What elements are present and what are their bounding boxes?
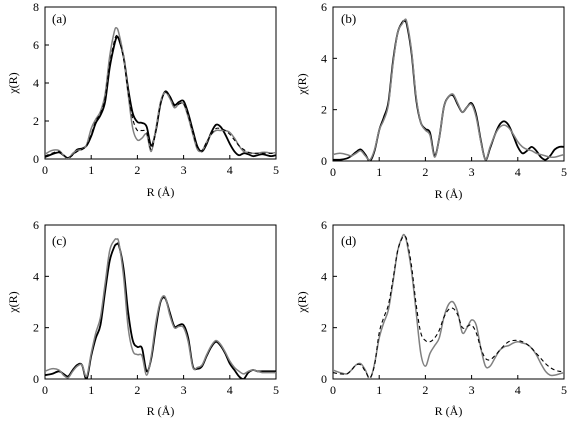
x-tick-label-b: 1 [376, 165, 382, 179]
y-tick-label-b: 0 [321, 154, 327, 168]
plot-area-c: 0 1 2 3 4 5 0 2 4 6 [33, 218, 279, 397]
y-axis-title-a: χ(R) [6, 72, 20, 94]
series-line-black-solid-a [45, 35, 276, 159]
y-tick-label-b: 6 [321, 0, 327, 14]
panel-d: 0 1 2 3 4 5 0 2 4 6 (d) R (Å) χ(R) [295, 218, 567, 418]
panel-b: 0 1 2 3 4 5 0 2 4 6 (b) R (Å) χ(R) [295, 0, 567, 201]
y-axis-title-c: χ(R) [6, 291, 20, 313]
x-axis-title-d: R (Å) [435, 404, 463, 418]
x-tick-label-a: 4 [227, 163, 233, 177]
x-tick-label-b: 4 [515, 165, 521, 179]
y-tick-label-b: 4 [321, 51, 327, 65]
panel-a: 0 1 2 3 4 5 0 2 4 6 8 (a) R (Å) χ(R) [6, 0, 279, 199]
plot-area-d: 0 1 2 3 4 5 0 2 4 6 [321, 218, 567, 397]
panel-label-c: (c) [52, 233, 66, 248]
y-tick-label-a: 4 [33, 76, 39, 90]
plot-frame-b [332, 6, 565, 162]
x-tick-label-d: 5 [561, 383, 567, 397]
y-tick-label-a: 0 [33, 152, 39, 166]
panel-label-d: (d) [341, 233, 356, 248]
series-line-gray-solid-a [45, 26, 276, 159]
y-axis-title-d: χ(R) [295, 291, 309, 313]
plot-frame-a [44, 6, 277, 160]
plot-area-b: 0 1 2 3 4 5 0 2 4 6 [321, 0, 567, 179]
y-tick-label-d: 6 [321, 218, 327, 232]
x-axis-title-a: R (Å) [147, 185, 175, 199]
x-tick-label-c: 0 [42, 383, 48, 397]
y-tick-label-a: 2 [33, 114, 39, 128]
series-line-gray-solid-c [45, 238, 276, 379]
series-line-gray-solid-b [333, 18, 564, 161]
x-tick-label-a: 2 [134, 163, 140, 177]
series-line-black-dashed-a [45, 34, 276, 159]
x-tick-label-c: 5 [273, 383, 279, 397]
series-line-black-dashed-d [333, 235, 564, 379]
series-line-black-solid-b [333, 19, 564, 161]
y-tick-label-d: 4 [321, 269, 327, 283]
x-tick-label-d: 4 [515, 383, 521, 397]
x-tick-label-c: 2 [134, 383, 140, 397]
x-tick-label-c: 4 [227, 383, 233, 397]
x-tick-label-c: 3 [181, 383, 187, 397]
series-line-black-solid-c [45, 242, 276, 379]
y-tick-label-d: 0 [321, 372, 327, 386]
x-tick-label-a: 3 [181, 163, 187, 177]
x-tick-label-d: 1 [376, 383, 382, 397]
y-tick-label-c: 6 [33, 218, 39, 232]
y-tick-label-d: 2 [321, 321, 327, 335]
panel-label-b: (b) [341, 11, 356, 26]
panel-c: 0 1 2 3 4 5 0 2 4 6 (c) R (Å) χ(R) [6, 218, 279, 418]
y-axis-title-b: χ(R) [295, 73, 309, 95]
x-tick-label-c: 1 [88, 383, 94, 397]
plot-frame-d [332, 224, 565, 380]
x-tick-label-b: 2 [422, 165, 428, 179]
x-axis-title-c: R (Å) [147, 404, 175, 418]
x-tick-label-b: 0 [330, 165, 336, 179]
x-tick-label-a: 1 [88, 163, 94, 177]
x-tick-label-d: 0 [330, 383, 336, 397]
panel-label-a: (a) [52, 11, 66, 26]
x-tick-label-b: 5 [561, 165, 567, 179]
y-tick-label-a: 6 [33, 38, 39, 52]
y-tick-label-c: 2 [33, 321, 39, 335]
x-tick-label-b: 3 [469, 165, 475, 179]
x-tick-label-a: 5 [273, 163, 279, 177]
y-tick-label-a: 8 [33, 0, 39, 14]
plot-frame-c [44, 224, 277, 380]
y-tick-label-b: 2 [321, 103, 327, 117]
x-axis-title-b: R (Å) [435, 187, 463, 201]
plot-area-a: 0 1 2 3 4 5 0 2 4 6 8 [33, 0, 279, 177]
x-tick-label-a: 0 [42, 163, 48, 177]
x-tick-label-d: 3 [469, 383, 475, 397]
x-tick-label-d: 2 [422, 383, 428, 397]
series-line-gray-solid-d [333, 233, 564, 379]
y-tick-label-c: 0 [33, 372, 39, 386]
y-tick-label-c: 4 [33, 269, 39, 283]
